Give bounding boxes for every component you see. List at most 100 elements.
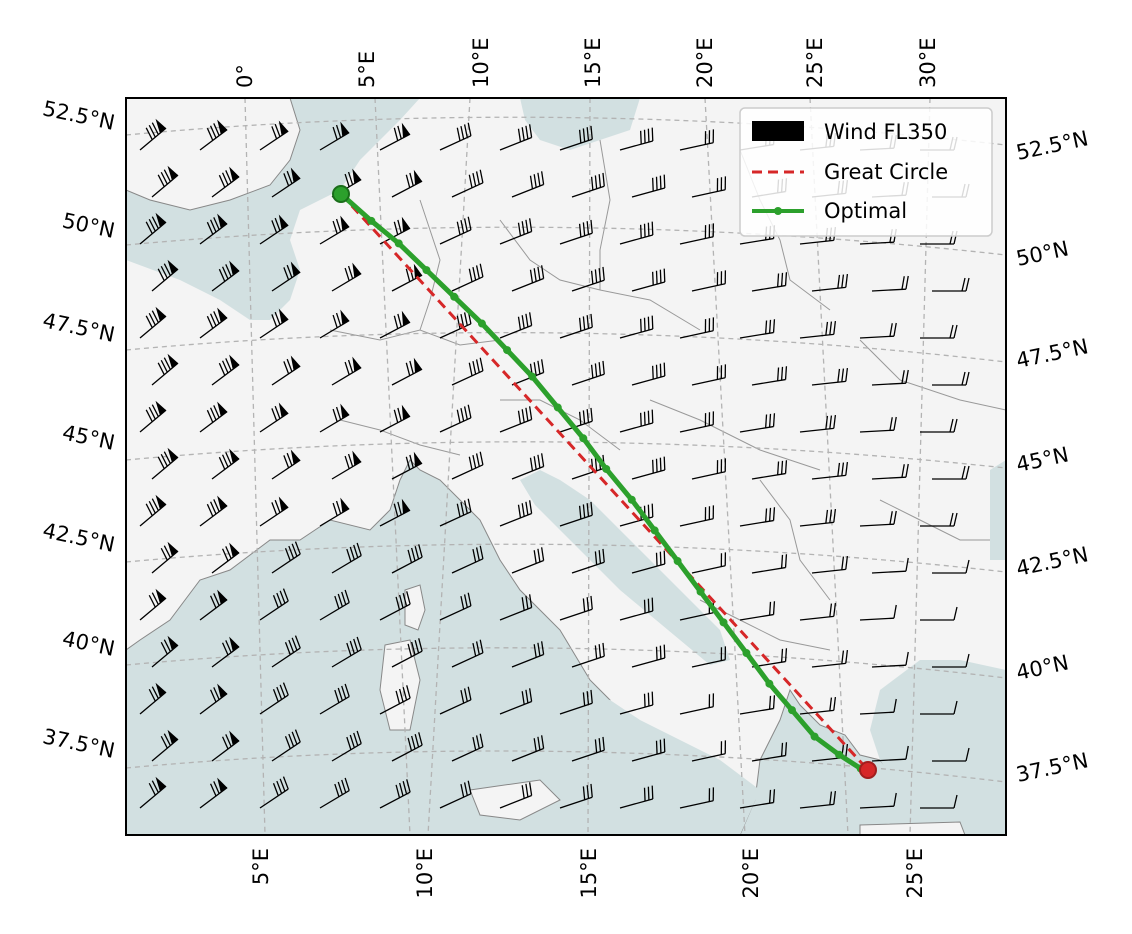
wind-barb xyxy=(559,219,593,245)
wind-barb xyxy=(499,312,533,339)
wind-barb xyxy=(451,545,484,574)
wind-barb xyxy=(811,462,849,480)
wind-barb xyxy=(499,124,533,151)
wind-barb xyxy=(439,310,472,339)
wind-barb xyxy=(679,505,715,527)
wind-barb xyxy=(679,693,715,715)
wind-barb xyxy=(379,122,411,151)
wind-barb xyxy=(259,402,289,433)
wind-barb xyxy=(259,214,289,245)
wind-barb xyxy=(319,777,350,809)
wind-barb xyxy=(451,357,484,386)
wind-barb xyxy=(271,541,301,574)
wind-barb xyxy=(871,745,909,762)
right-lat-tick: 50°N xyxy=(1014,236,1071,270)
wind-barb xyxy=(271,167,301,198)
wind-barb xyxy=(811,650,849,668)
wind-barb xyxy=(799,791,837,809)
legend-label-wind: Wind FL350 xyxy=(824,120,947,144)
wind-barb xyxy=(151,541,179,574)
route-waypoint xyxy=(528,372,537,381)
wind-barb xyxy=(379,779,411,809)
wind-barb xyxy=(391,544,423,574)
wind-barb xyxy=(751,272,788,292)
wind-barb xyxy=(859,322,897,339)
wind-barb xyxy=(211,260,240,292)
wind-barb xyxy=(499,500,533,527)
wind-barb xyxy=(271,355,301,386)
wind-barb xyxy=(139,776,167,809)
route-waypoint xyxy=(742,649,751,658)
wind-barb xyxy=(199,119,228,151)
route-waypoint xyxy=(627,495,636,504)
wind-barb xyxy=(559,595,593,621)
route-waypoint xyxy=(553,403,562,412)
wind-barb xyxy=(271,449,301,480)
wind-barb xyxy=(932,465,970,480)
legend-swatch-optimal-dot xyxy=(774,207,782,215)
top-lon-tick: 10°E xyxy=(469,38,493,89)
wind-barb xyxy=(199,589,228,621)
wind-barb xyxy=(271,261,301,292)
wind-barb xyxy=(259,776,289,809)
wind-barb xyxy=(751,366,788,386)
left-lat-ticks: 52.5°N 50°N 47.5°N 45°N 42.5°N 40°N 37.5… xyxy=(41,96,117,763)
sea-adriatic xyxy=(520,470,730,665)
route-start-marker xyxy=(332,185,350,203)
wind-barb xyxy=(679,411,715,433)
route-waypoint xyxy=(422,266,431,275)
wind-barb xyxy=(631,738,666,762)
wind-barb xyxy=(751,460,788,480)
wind-barb xyxy=(859,604,897,621)
wind-barb xyxy=(331,262,362,292)
route-waypoint xyxy=(450,292,459,301)
wind-barb xyxy=(319,497,350,527)
wind-barb xyxy=(439,498,472,527)
legend-label-optimal: Optimal xyxy=(824,199,907,223)
wind-barb xyxy=(859,510,897,527)
wind-barb xyxy=(139,494,167,527)
wind-barb xyxy=(691,176,727,198)
wind-barb xyxy=(199,307,228,339)
wind-barb xyxy=(151,729,179,762)
wind-barb xyxy=(631,550,666,574)
right-lat-tick: 37.5°N xyxy=(1014,748,1090,787)
route-waypoint xyxy=(765,679,774,688)
top-lon-tick: 0° xyxy=(233,64,257,88)
left-lat-tick: 50°N xyxy=(60,208,117,242)
wind-barb xyxy=(379,685,411,715)
legend-swatch-wind xyxy=(752,121,804,141)
wind-barb xyxy=(199,213,228,245)
left-lat-tick: 37.5°N xyxy=(41,724,117,763)
wind-barb xyxy=(139,212,167,245)
bottom-lon-ticks: 5°E 10°E 15°E 20°E 25°E xyxy=(249,848,927,899)
wind-barb xyxy=(331,542,362,574)
wind-barb xyxy=(331,356,362,386)
wind-barb xyxy=(319,403,350,433)
wind-barb xyxy=(871,463,909,480)
wind-barb xyxy=(259,682,289,715)
wind-barb xyxy=(511,453,545,480)
great-circle-route xyxy=(339,192,870,772)
wind-barb xyxy=(932,371,970,386)
wind-barb xyxy=(451,639,484,668)
wind-barb xyxy=(691,270,727,292)
wind-barb xyxy=(799,697,837,715)
wind-barb xyxy=(739,695,776,715)
wind-barb xyxy=(571,266,605,292)
top-lon-tick: 20°E xyxy=(693,38,717,89)
wind-barb xyxy=(871,557,909,574)
wind-barb xyxy=(151,259,179,292)
route-waypoint xyxy=(367,216,376,225)
wind-barb xyxy=(920,324,958,339)
wind-barb xyxy=(259,496,289,527)
wind-barb xyxy=(331,636,362,668)
wind-barb xyxy=(379,498,411,527)
wind-barb xyxy=(619,221,654,245)
sea-black xyxy=(990,460,1006,560)
wind-barb xyxy=(151,165,179,198)
left-lat-tick: 40°N xyxy=(60,626,117,660)
wind-barb xyxy=(439,404,472,433)
wind-barb xyxy=(139,306,167,339)
wind-barb xyxy=(811,556,849,574)
